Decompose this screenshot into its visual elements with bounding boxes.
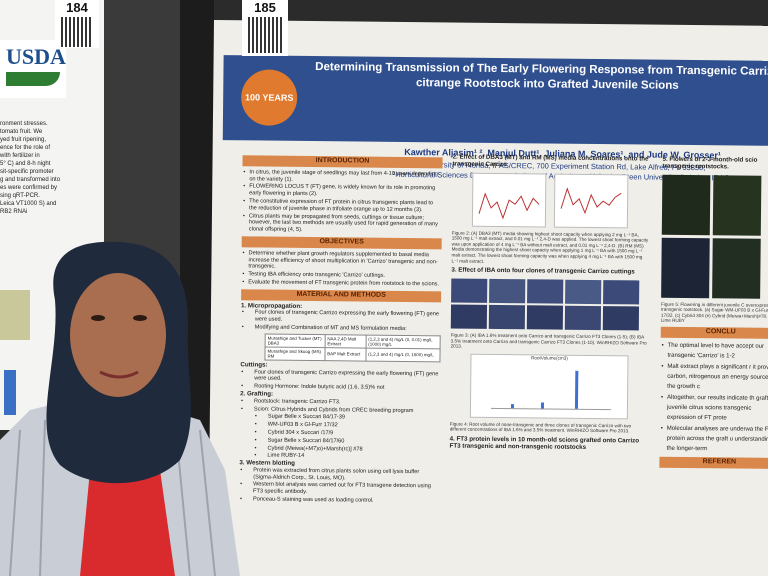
shirt xyxy=(80,470,175,576)
line-chart-b xyxy=(553,173,629,228)
tag-number: 184 xyxy=(66,0,88,15)
list-item: ence for the role of xyxy=(0,145,51,151)
line-chart-a xyxy=(471,172,547,228)
middle-column: 2. Effect of DBA3 (MT) and RM (MS) media… xyxy=(450,154,651,453)
left-poster: USDA ronment stresses. tomato fruit. We ye… xyxy=(0,0,104,430)
list-item: es were confirmed by xyxy=(0,185,58,191)
list-item: 5° C) and 8-h night xyxy=(0,161,51,167)
list-item: sing qRT-PCR. xyxy=(0,193,40,199)
list-item: ronment stresses. xyxy=(0,121,48,127)
list-item: RB2 RNAi xyxy=(0,209,28,215)
tag-184: 184 xyxy=(55,0,99,48)
list-item: sit-specific promoter xyxy=(0,169,54,175)
list-item: Leica VT1000 S) and xyxy=(0,201,57,207)
list-item: yed fruit ripening, xyxy=(0,137,47,143)
usda-logo: USDA xyxy=(0,40,66,98)
list-item: tomato fruit. We xyxy=(0,129,43,135)
tag-185: 185 xyxy=(242,0,288,56)
list-item: g and transformed into xyxy=(0,177,61,183)
poster: 100 YEARS Determining Transmission of Th… xyxy=(208,20,768,576)
tag-number: 185 xyxy=(254,0,276,15)
fragment-list: ronment stresses. tomato fruit. We yed fru… xyxy=(0,120,100,216)
photo-thumb xyxy=(0,290,30,340)
face xyxy=(70,273,166,397)
bar-thumb xyxy=(4,370,16,415)
list-item: with fertilizer in xyxy=(0,153,40,159)
logo-text: USDA xyxy=(6,44,66,69)
